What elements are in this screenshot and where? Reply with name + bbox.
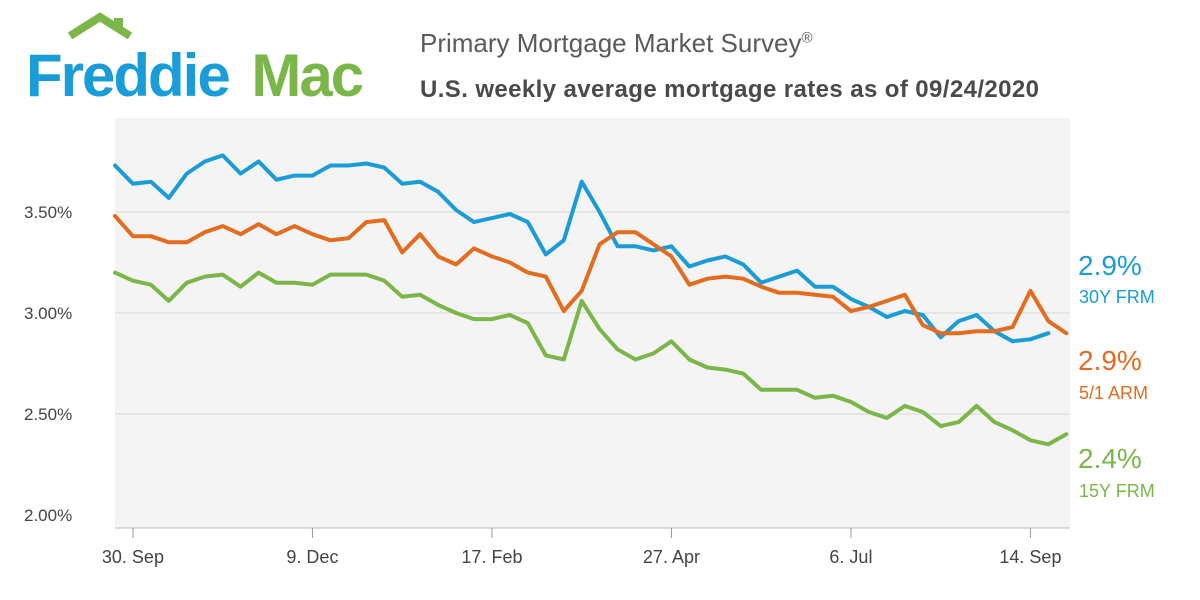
x-tick-label: 6. Jul	[829, 547, 872, 567]
end-value-label: 2.9%	[1078, 345, 1142, 376]
house-chimney-icon	[114, 18, 123, 30]
survey-title: Primary Mortgage Market Survey®	[420, 28, 813, 59]
end-series-label: 30Y FRM	[1079, 287, 1155, 307]
registered-mark: ®	[801, 29, 813, 47]
x-tick-label: 30. Sep	[102, 547, 164, 567]
svg-text:Freddie Mac: Freddie Mac	[26, 42, 363, 109]
logo-text-mac: Mac	[251, 42, 362, 109]
end-series-label: 5/1 ARM	[1079, 383, 1148, 403]
survey-subtitle: U.S. weekly average mortgage rates as of…	[420, 76, 1040, 103]
x-tick-label: 17. Feb	[461, 547, 522, 567]
end-series-label: 15Y FRM	[1079, 481, 1155, 501]
series-line-15y-frm	[113, 270, 1069, 447]
series-line-30y-frm	[113, 153, 1051, 344]
y-tick-label: 2.50%	[24, 405, 72, 424]
end-value-label: 2.9%	[1078, 250, 1142, 281]
logo-text-freddie: Freddie	[26, 42, 229, 109]
y-tick-label: 2.00%	[24, 506, 72, 525]
y-tick-label: 3.50%	[24, 203, 72, 222]
x-axis: 30. Sep 9. Dec 17. Feb 27. Apr 6. Jul 14. Sep	[102, 527, 1070, 567]
plot-background	[115, 118, 1070, 528]
y-axis-labels: 2.00% 2.50% 3.00% 3.50%	[24, 203, 72, 525]
x-tick-label: 14. Sep	[999, 547, 1061, 567]
series-lines	[113, 153, 1069, 447]
series-line-5-1-arm	[113, 214, 1069, 336]
end-value-label: 2.4%	[1078, 443, 1142, 474]
freddie-mac-logo-graphic: Freddie Mac	[26, 12, 365, 109]
y-tick-label: 3.00%	[24, 304, 72, 323]
freddie-mac-logo: Freddie Mac	[26, 12, 386, 109]
end-labels: 2.9% 30Y FRM 2.9% 5/1 ARM 2.4% 15Y FRM	[1078, 250, 1155, 501]
x-tick-label: 27. Apr	[643, 547, 700, 567]
survey-title-text: Primary Mortgage Market Survey	[420, 28, 802, 58]
x-tick-label: 9. Dec	[286, 547, 338, 567]
